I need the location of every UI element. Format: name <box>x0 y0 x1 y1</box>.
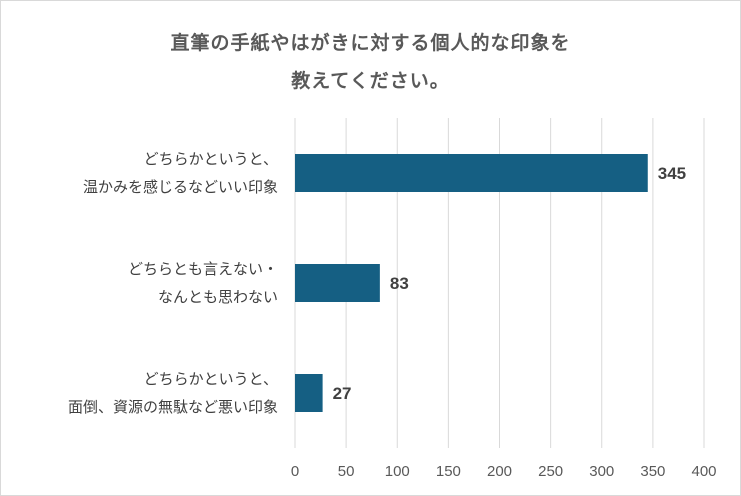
chart-title-line-1: 直筆の手紙やはがきに対する個人的な印象を <box>170 32 571 54</box>
category-label-1-line-2: なんとも思わない <box>158 288 278 306</box>
category-label-0-line-2: 温かみを感じるなどいい印象 <box>83 178 278 196</box>
data-label-1: 83 <box>390 274 409 293</box>
category-label-2-line-1: どちらかというと、 <box>144 370 278 388</box>
x-tick-label-0: 0 <box>291 463 299 480</box>
x-tick-label-350: 350 <box>640 463 665 480</box>
chart-title-line-2: 教えてください。 <box>291 70 450 92</box>
category-label-0-line-1: どちらかというと、 <box>144 150 278 168</box>
category-label-1-line-1: どちらとも言えない・ <box>128 260 278 278</box>
x-tick-label-150: 150 <box>436 463 461 480</box>
bar-2 <box>295 374 323 412</box>
x-tick-label-200: 200 <box>487 463 512 480</box>
x-tick-label-50: 50 <box>338 463 355 480</box>
data-label-0: 345 <box>658 164 686 183</box>
category-label-2-line-2: 面倒、資源の無駄など悪い印象 <box>68 398 278 416</box>
data-label-2: 27 <box>333 384 352 403</box>
x-tick-label-250: 250 <box>538 463 563 480</box>
x-tick-label-100: 100 <box>385 463 410 480</box>
x-tick-label-400: 400 <box>691 463 716 480</box>
x-tick-label-300: 300 <box>589 463 614 480</box>
chart-title: 直筆の手紙やはがきに対する個人的な印象を 教えてください。 <box>0 24 741 100</box>
bar-1 <box>295 264 380 302</box>
bar-0 <box>295 154 648 192</box>
